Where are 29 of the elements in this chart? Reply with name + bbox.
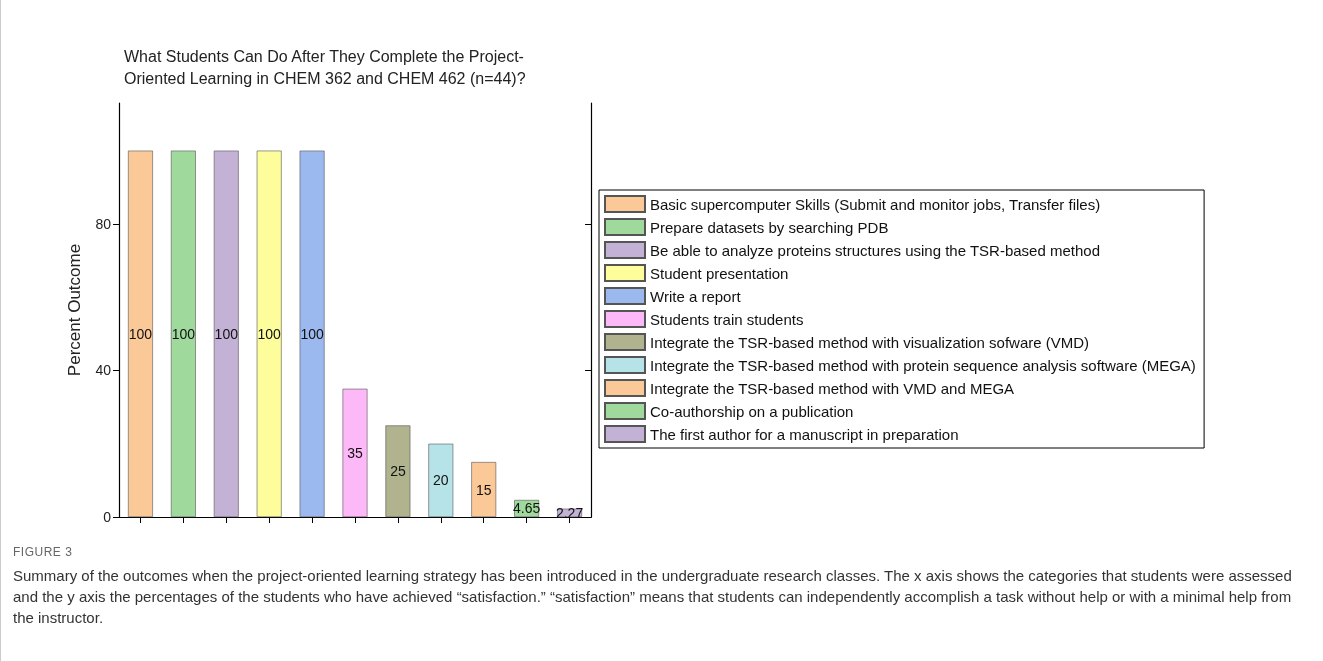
data-label: 100 [257, 325, 282, 342]
legend-label: Students train students [650, 310, 804, 328]
y-tick-label: 80 [95, 215, 112, 232]
data-label: 100 [128, 325, 153, 342]
data-label: 2.27 [555, 504, 584, 521]
legend-label: Integrate the TSR-based method with VMD and MEGA [650, 379, 1015, 397]
legend-label: Write a report [650, 287, 742, 305]
y-tick-label: 0 [103, 509, 112, 525]
legend-label: Integrate the TSR-based method with protein sequence analysis software (MEGA) [650, 356, 1196, 374]
data-label: 100 [214, 325, 239, 342]
legend-label: Basic supercomputer Skills (Submit and monitor jobs, Transfer files) [650, 195, 1101, 213]
caption: FIGURE 3 [13, 544, 74, 561]
data-label: 15 [475, 481, 492, 498]
data-label: 25 [390, 463, 406, 480]
legend-label: Be able to analyze proteins structures using the TSR-based method [650, 241, 1100, 259]
data-label: 35 [347, 444, 363, 461]
chart-title: What Students Can Do After They Complete the Project- Oriented Learning in CHEM 362 and CHEM 462 (n=44)? [124, 47, 526, 87]
y-axis-title: Percent Outcome [65, 243, 84, 377]
legend-label: The first author for a manuscript in preparation [650, 425, 959, 443]
data-label: 100 [300, 325, 324, 342]
legend-label: Student presentation [650, 264, 789, 282]
data-label: 20 [433, 472, 449, 489]
data-label: 100 [171, 325, 196, 342]
y-tick-label: 40 [95, 362, 112, 379]
legend-label: Integrate the TSR-based method with visualization sofware (VMD) [650, 333, 1090, 351]
legend-label: Prepare datasets by searching PDB [650, 218, 889, 236]
data-label: 4.65 [513, 500, 541, 517]
text: Summary of the outcomes when the project-oriented learning strategy has been introduced in the undergraduate research classes. The x axis shows the categories that students were assessed and the y axis the percentages of the students who have achieved “satisfaction.” “satisfaction” means that students can independently accomplish a task without help or with a minimal help from the instructor. [13, 566, 1293, 628]
legend-label: Co-authorship on a publication [650, 402, 854, 420]
